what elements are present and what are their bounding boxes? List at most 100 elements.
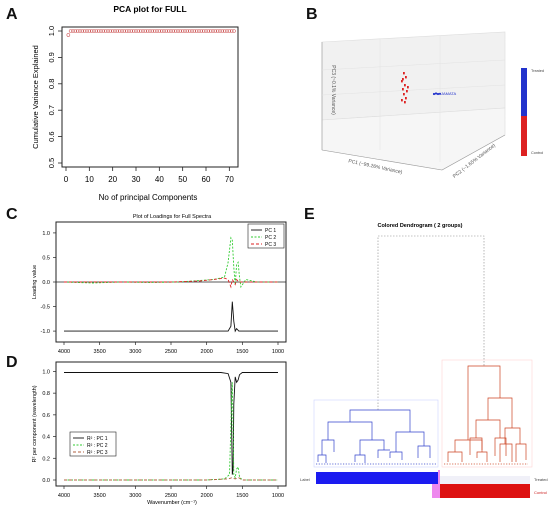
row-label-treated: Treated [534, 477, 548, 482]
legend-box [69, 431, 117, 457]
data-point [78, 29, 82, 33]
data-point [101, 29, 106, 33]
x-ticks: 4000 3500 3000 2500 2000 1500 1000 [58, 486, 284, 499]
x-tick-label: 3000 [129, 493, 141, 499]
control-point [406, 90, 408, 93]
data-point [113, 29, 117, 33]
data-point [204, 29, 208, 33]
panel-letter-d: D [6, 354, 18, 371]
legend-label-3: PC 3 [265, 242, 276, 248]
x-tick-label: 40 [155, 175, 164, 184]
control-point [403, 93, 405, 96]
data-point [141, 29, 145, 33]
y-tick-label: 0.6 [42, 413, 50, 419]
data-point [169, 29, 173, 33]
label-bar-right [440, 476, 530, 484]
x-tick-label: 2500 [165, 493, 177, 499]
data-point [131, 29, 136, 33]
data-point [85, 29, 89, 33]
y-axis-label: Cumulative Variance Explained [31, 45, 40, 149]
x-tick-label: 2000 [201, 349, 213, 355]
series-line-2 [64, 382, 278, 481]
data-point [222, 29, 227, 33]
data-point [197, 29, 201, 33]
x-tick-label: 1000 [272, 493, 284, 499]
data-point [194, 29, 199, 33]
control-bar-edge [432, 484, 440, 498]
x-tick-label: 60 [202, 175, 211, 184]
point-label: JAMATA [441, 91, 457, 96]
series-line-3 [64, 277, 278, 289]
legend-control-swatch [521, 116, 527, 156]
x-axis-label: Wavenumber (cm⁻¹) [147, 500, 197, 506]
chart-title: Colored Dendrogram ( 2 groups) [378, 223, 463, 229]
treated-point [436, 92, 440, 96]
panel-a-chart: PCA plot for FULL No of principal Compon… [31, 4, 239, 202]
data-point [82, 29, 87, 33]
data-point [143, 29, 148, 33]
y-tick-label: -1.0 [41, 329, 50, 335]
control-point [401, 99, 403, 102]
data-point [148, 29, 152, 33]
data-point [136, 29, 141, 33]
y-axis-line [441, 134, 506, 171]
y-tick-label: 1.0 [42, 369, 50, 375]
y-tick-label: 0.9 [47, 52, 56, 62]
data-point [108, 29, 113, 33]
data-point [162, 29, 166, 33]
legend-label-2: PC 2 [265, 235, 276, 241]
series-line-1 [64, 372, 278, 475]
data-point [190, 29, 194, 33]
x-tick-label: 2000 [201, 493, 213, 499]
data-point [232, 29, 236, 33]
data-point [96, 29, 101, 33]
x-tick-label: 1500 [236, 493, 248, 499]
legend-label-2: R² : PC 2 [87, 443, 108, 449]
series-line-3 [64, 477, 278, 481]
treated-cluster [432, 92, 442, 96]
data-point [115, 29, 120, 33]
data-point [92, 29, 96, 33]
y-tick-label: 0.0 [42, 280, 50, 286]
legend-treated-swatch [521, 68, 527, 116]
control-branches [444, 365, 528, 465]
series-line-2 [63, 236, 278, 289]
control-point [402, 88, 404, 91]
x-tick-label: 3000 [129, 349, 141, 355]
y-tick-label: -0.5 [41, 305, 50, 311]
x-ticks: 4000 3500 3000 2500 2000 1500 1000 [58, 342, 284, 355]
legend: R² : PC 1R² : PC 2R² : PC 3 [69, 431, 117, 457]
data-point [120, 29, 124, 33]
x-tick-label: 70 [225, 175, 234, 184]
data-points [66, 29, 236, 37]
plot-frame [55, 361, 287, 487]
legend: PC 1PC 2PC 3 [247, 223, 285, 249]
data-point [166, 29, 171, 33]
data-point [173, 29, 178, 33]
data-point [89, 29, 94, 33]
control-point [403, 72, 405, 75]
data-point [192, 29, 197, 33]
y-tick-label: 0.8 [42, 391, 50, 397]
data-point [99, 29, 103, 33]
data-point [138, 29, 143, 33]
data-point [180, 29, 185, 33]
data-point [103, 29, 108, 33]
panel-letter-c: C [6, 206, 18, 223]
legend-treated-label: Treated [531, 69, 544, 73]
data-point [66, 33, 71, 37]
panel-e-dendrogram: Colored Dendrogram ( 2 groups) [300, 223, 548, 498]
y-tick-label: 1.0 [47, 26, 56, 36]
data-point [124, 29, 129, 33]
data-point [127, 29, 131, 33]
data-point [106, 29, 110, 33]
data-point [122, 29, 127, 33]
data-point [227, 29, 232, 33]
x-tick-label: 1500 [236, 349, 248, 355]
panel-letter-e: E [304, 206, 315, 223]
y-tick-label: 0.7 [47, 105, 56, 115]
data-point [178, 29, 183, 33]
data-point [171, 29, 176, 33]
plot-frame [61, 26, 239, 168]
